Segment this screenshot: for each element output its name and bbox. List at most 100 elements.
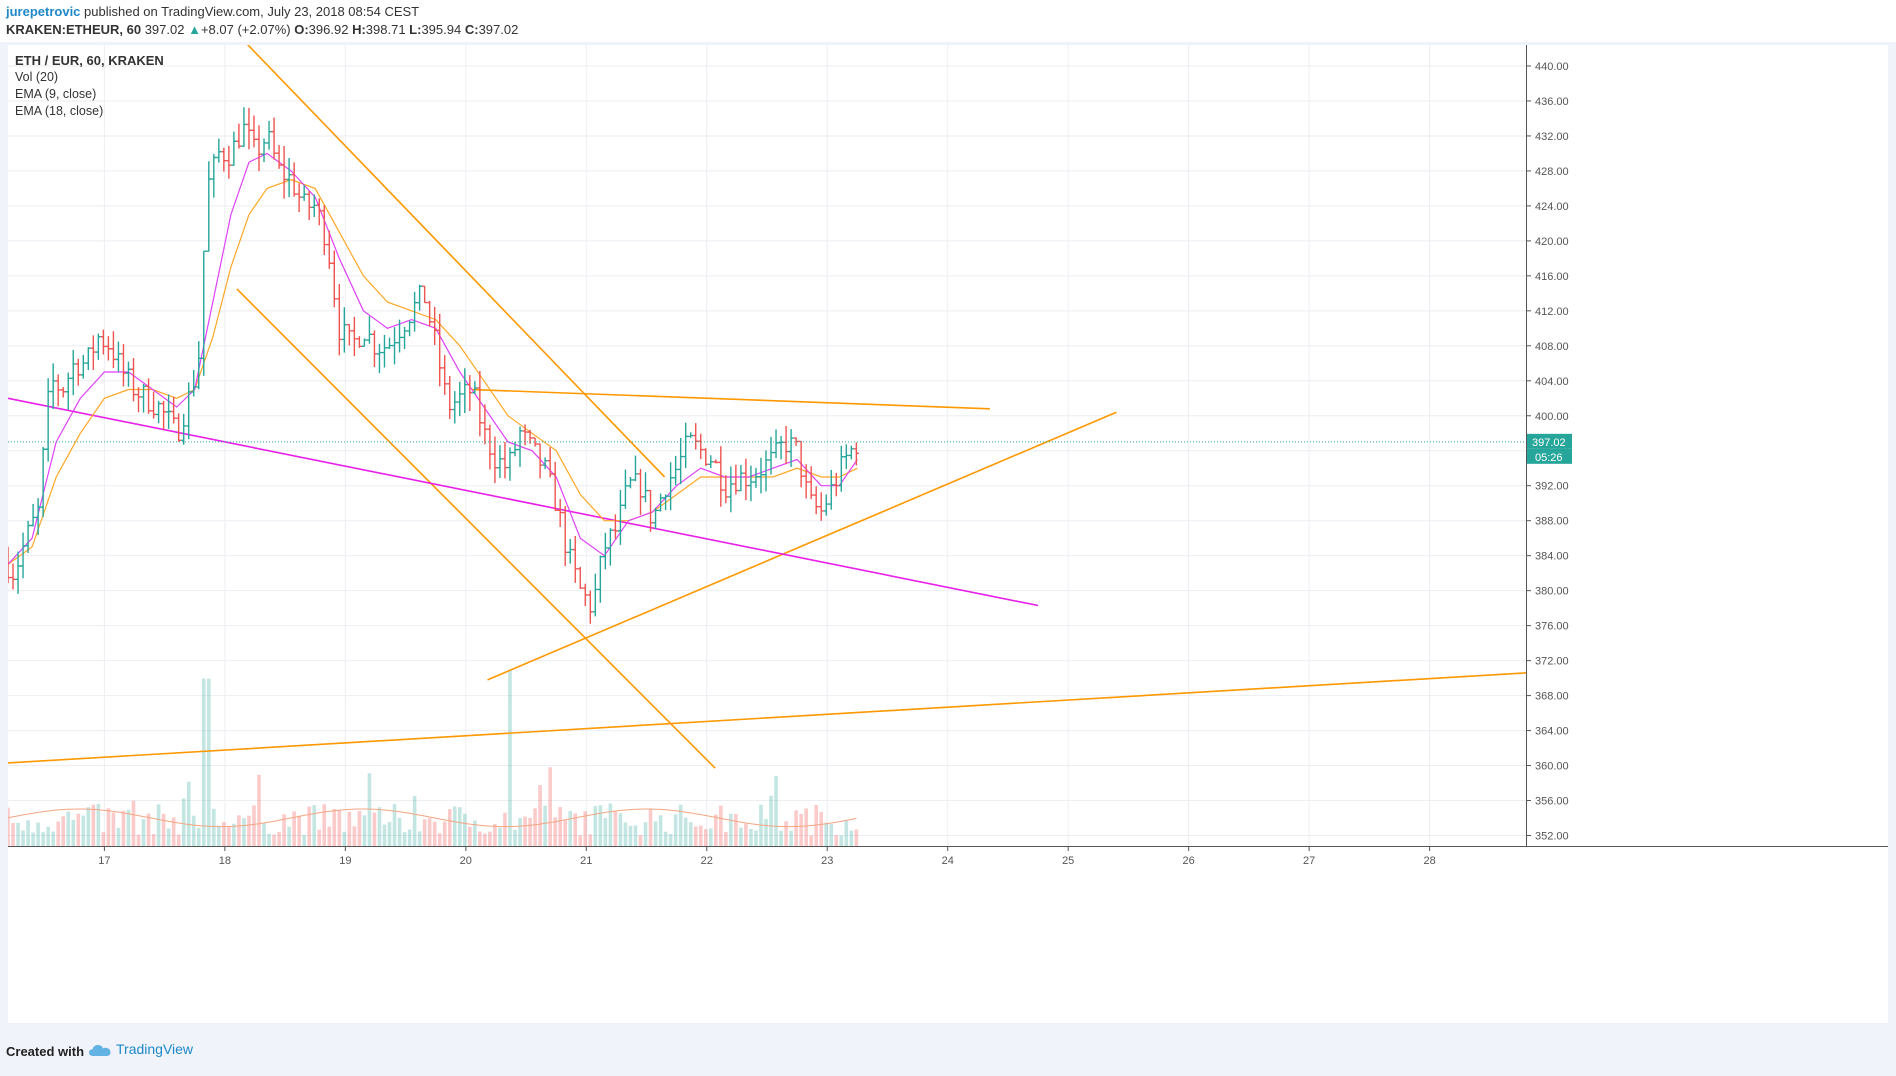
volume-bar [312, 805, 317, 846]
ohlc-bar [417, 284, 423, 311]
volume-bar [186, 781, 191, 846]
volume-bar [463, 813, 467, 846]
volume-bar [101, 832, 106, 846]
volume-bar [543, 805, 547, 846]
y-tick-label: 368.00 [1535, 691, 1569, 703]
chart-pane[interactable]: 440.00 436.00 432.00 428.00 424.00 420.00 416.… [8, 45, 1888, 1023]
y-tick-label: 428.00 [1535, 166, 1569, 178]
volume-bar [493, 823, 497, 846]
ohlc-bar [437, 313, 443, 387]
publish-header: jurepetrovic published on TradingView.co… [0, 0, 1896, 42]
volume-bar [698, 825, 703, 846]
ohlc-bar [622, 469, 628, 509]
ohlc-bar [251, 115, 257, 148]
volume-bar [578, 835, 583, 846]
ohlc-bar [331, 250, 337, 308]
volume-bar [417, 831, 422, 846]
ohlc-bar [181, 414, 187, 445]
ohlc-bar [572, 536, 578, 583]
ohlc-bar [65, 372, 71, 410]
countdown-tag [1527, 448, 1572, 464]
ohlc-bar [843, 444, 849, 469]
ohlc-bar [522, 424, 528, 446]
ohlc-bar [758, 457, 764, 494]
ohlc-bar [597, 555, 603, 603]
volume-bar [242, 818, 246, 846]
volume-bar [488, 831, 492, 846]
volume-bar [653, 821, 658, 846]
ohlc-bar [577, 566, 583, 589]
ohlc-bar [748, 465, 754, 502]
ohlc-bar [8, 546, 11, 584]
volume-bar [46, 826, 50, 846]
volume-bar [201, 678, 206, 846]
volume-bar [794, 810, 798, 846]
volume-bar [558, 807, 562, 846]
volume-bar [457, 807, 462, 846]
chart-legend: ETH / EUR, 60, KRAKEN Vol (20) EMA (9, c… [15, 52, 164, 120]
ohlc-bar [136, 387, 142, 413]
ohlc-bar [552, 461, 558, 512]
ohlc-bar [828, 469, 834, 510]
ohlc-bar [743, 458, 749, 501]
ohlc-bar [206, 161, 212, 252]
legend-volume[interactable]: Vol (20) [15, 70, 59, 84]
ohlc-bar [276, 145, 282, 169]
price-chart[interactable]: 440.00 436.00 432.00 428.00 424.00 420.00 416.… [8, 45, 1888, 1023]
ohlc-bar [512, 441, 518, 457]
volume-bar [227, 826, 231, 846]
y-tick-label: 416.00 [1535, 271, 1569, 283]
low-value: 395.94 [421, 22, 462, 37]
ohlc-bar [286, 157, 292, 198]
ohlc-bar [783, 426, 789, 465]
x-tick-label: 27 [1303, 855, 1315, 867]
volume-bar [337, 810, 342, 846]
ohlc-bar [698, 433, 704, 460]
author-link[interactable]: jurepetrovic [6, 4, 81, 19]
ohlc-bar [648, 489, 654, 532]
y-tick-label: 364.00 [1535, 726, 1569, 738]
volume-bar [583, 811, 588, 846]
ohlc-bar [211, 153, 217, 198]
volume-bar [126, 809, 131, 846]
ohlc-bar [778, 436, 784, 460]
ohlc-bar [196, 341, 202, 390]
ohlc-bar [371, 330, 377, 367]
ohlc-bar [311, 194, 317, 218]
volume-bar [628, 825, 633, 846]
ohlc-bar [321, 205, 327, 255]
volume-bar [297, 815, 301, 846]
ohlc-bar [281, 146, 287, 199]
volume-bar [638, 835, 643, 846]
volume-bar [31, 832, 35, 846]
ohlc-bar [507, 447, 513, 481]
volume-bar [839, 835, 844, 846]
volume-bar [503, 812, 507, 846]
volume-bar [181, 798, 186, 846]
volume-bar [176, 834, 181, 846]
volume-bar [262, 822, 266, 846]
ohlc-bar [20, 532, 26, 579]
ohlc-bar [186, 382, 192, 440]
ohlc-bar [838, 445, 844, 492]
ohlc-bar [105, 336, 111, 361]
grid-lines [8, 45, 1526, 846]
volume-bar [161, 813, 166, 846]
volume-bar [317, 829, 322, 846]
orange-trendline [236, 288, 716, 769]
ohlc-bar [60, 387, 66, 398]
volume-bar [116, 827, 121, 846]
ohlc-bar [161, 400, 167, 430]
ohlc-bar [537, 443, 543, 479]
open-label: O: [294, 22, 309, 37]
ohlc-bar [768, 436, 774, 475]
volume-bar [41, 832, 45, 846]
legend-ema9[interactable]: EMA (9, close) [15, 87, 97, 101]
y-tick-label: 376.00 [1535, 621, 1569, 633]
tradingview-brand[interactable]: TradingView [88, 1041, 193, 1057]
volume-bar [402, 832, 407, 846]
legend-ema18[interactable]: EMA (18, close) [15, 104, 104, 118]
high-value: 398.71 [365, 22, 406, 37]
volume-bar [387, 822, 392, 846]
volume-bar [633, 825, 638, 846]
